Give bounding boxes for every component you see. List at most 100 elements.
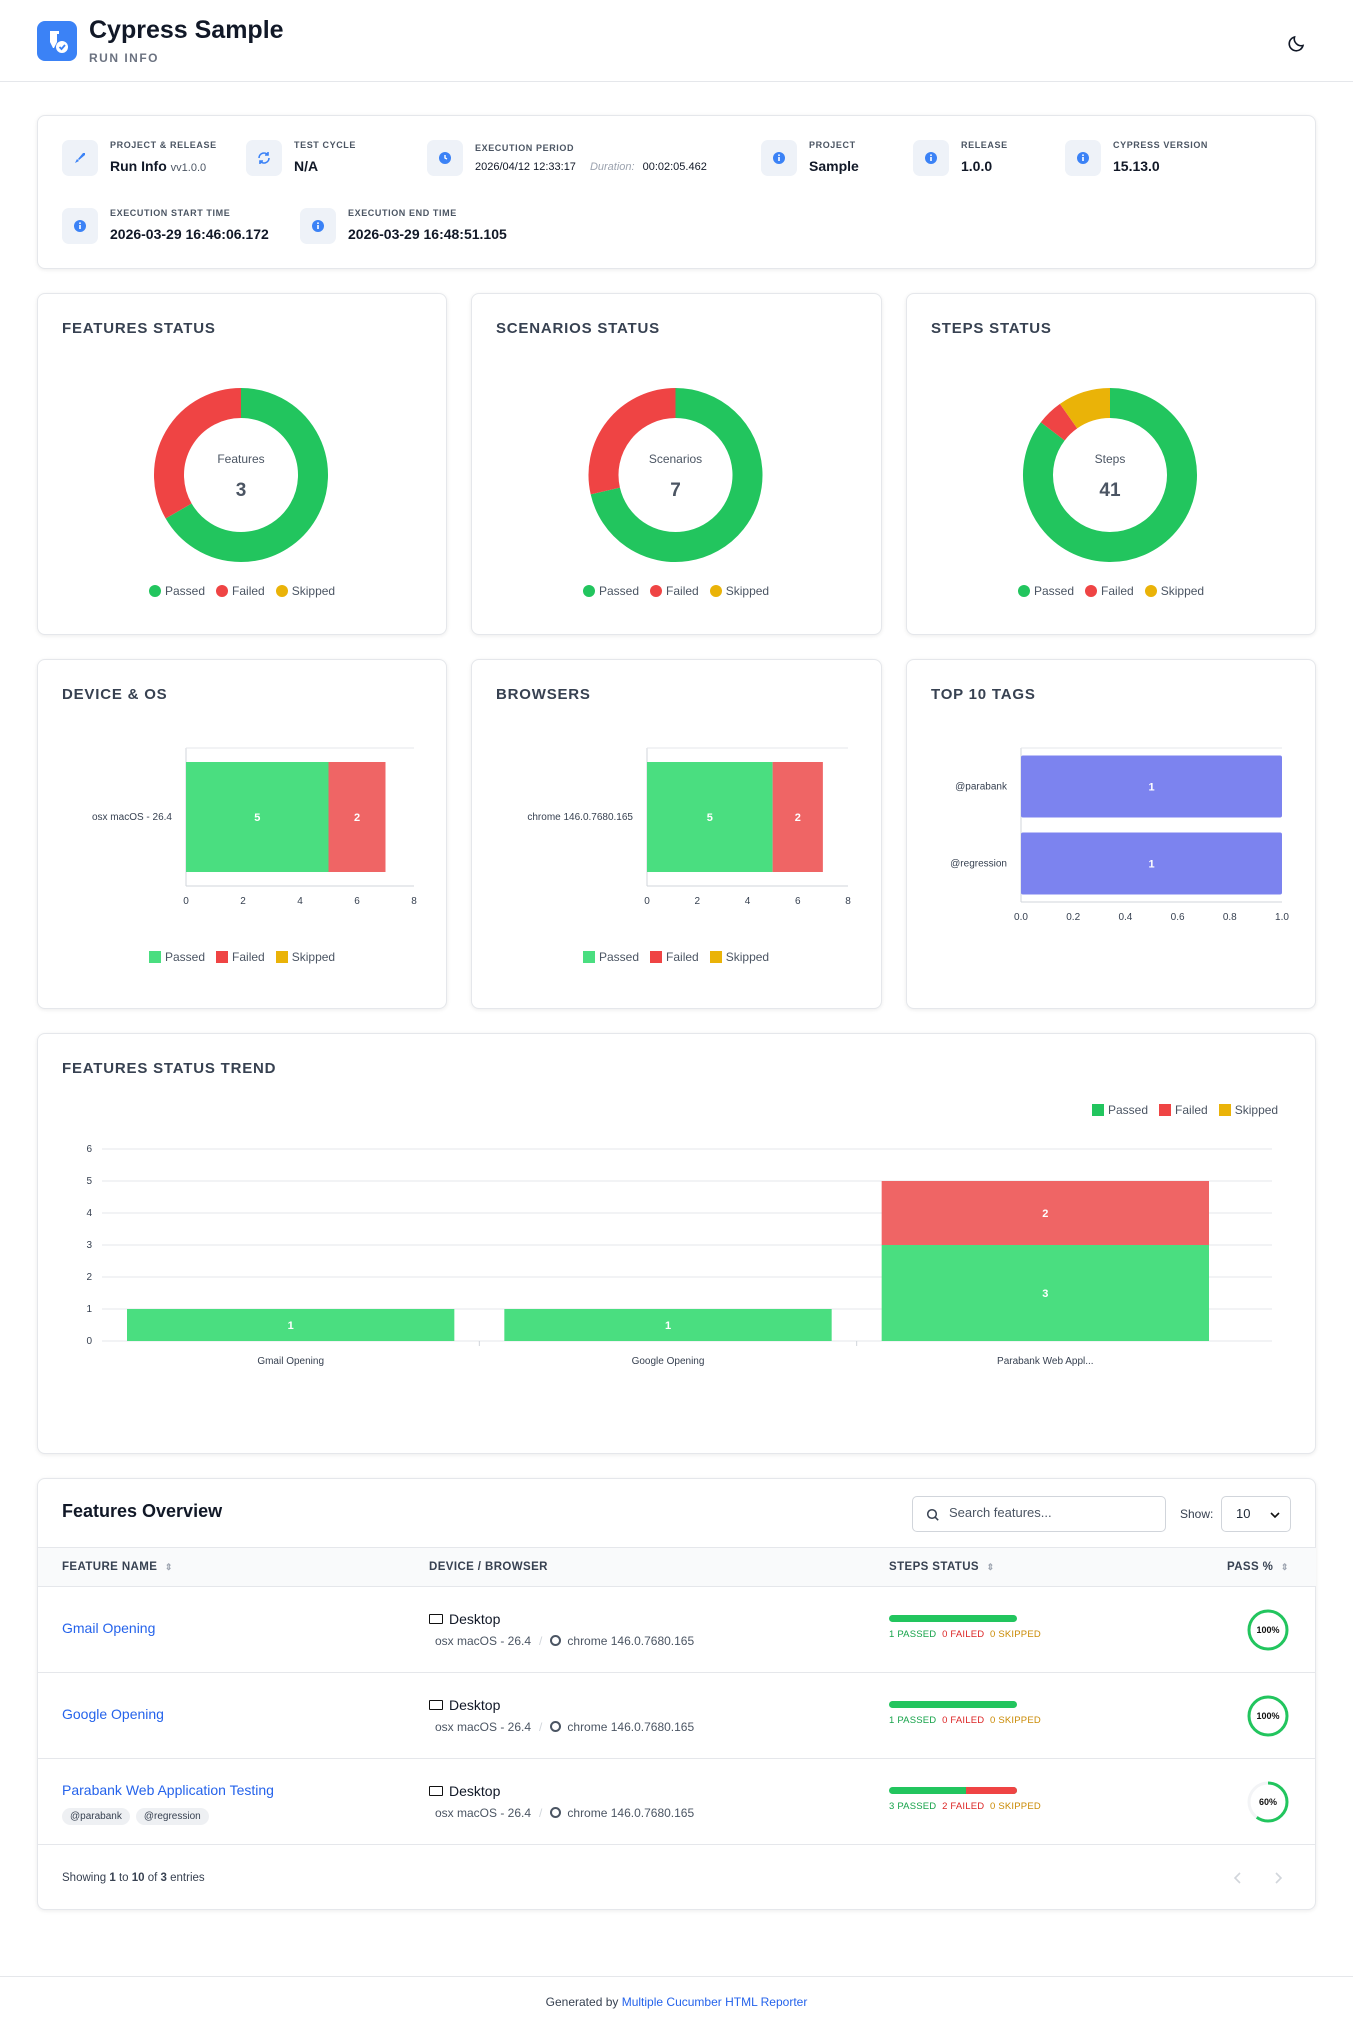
steps-status-card: STEPS STATUS Steps 41 Passed Failed Skipp…	[906, 293, 1316, 635]
pagination-text: Showing	[62, 1872, 107, 1884]
bar-value-label: 1	[288, 1320, 294, 1332]
steps-summary: 1 PASSED 0 FAILED 0 SKIPPED	[889, 1715, 1041, 1726]
run-info-card: PROJECT & RELEASE Run Info vv1.0.0 TEST …	[37, 115, 1316, 269]
features-trend-card: FEATURES STATUS TREND Passed Failed Skip…	[37, 1033, 1316, 1454]
passed-count: 1 PASSED	[889, 1629, 937, 1640]
x-tick-label: Gmail Opening	[257, 1356, 324, 1367]
pass-percent-ring: 60%	[1246, 1780, 1290, 1824]
bar-value-label: 1	[665, 1320, 671, 1332]
separator: /	[539, 1720, 543, 1734]
x-tick-label: 0.0	[1014, 912, 1028, 923]
feature-link[interactable]: Google Opening	[62, 1706, 164, 1722]
col-pass-pct[interactable]: PASS % ⇕	[1227, 1561, 1289, 1573]
chevron-left-icon	[1233, 1872, 1241, 1884]
search-icon	[926, 1508, 939, 1521]
ring-progress	[1247, 1609, 1289, 1651]
bar-failed	[328, 762, 386, 872]
chart-title: FEATURES STATUS	[62, 320, 216, 337]
col-feature-name[interactable]: FEATURE NAME ⇕	[62, 1561, 173, 1573]
browser-label: chrome 146.0.7680.165	[567, 1806, 695, 1820]
steps-progress-bar	[889, 1701, 1017, 1708]
feature-link[interactable]: Gmail Opening	[62, 1620, 156, 1636]
chart-title: STEPS STATUS	[931, 320, 1052, 337]
donut-slice-failed	[1040, 403, 1078, 441]
donut-center-total: 7	[670, 480, 681, 501]
table-header: FEATURE NAME ⇕ DEVICE / BROWSER STEPS ST…	[38, 1547, 1316, 1587]
tag-badge[interactable]: @parabank	[62, 1808, 130, 1825]
sort-icon: ⇕	[1280, 1562, 1289, 1572]
bar-value-label: 2	[354, 812, 360, 824]
y-tick-label: 1	[86, 1304, 92, 1315]
legend-label: Failed	[1175, 1103, 1208, 1117]
clock-icon	[427, 140, 463, 176]
info-label: RELEASE	[961, 140, 1008, 150]
info-test-cycle: TEST CYCLE N/A	[246, 138, 376, 182]
x-tick-label: 1.0	[1275, 912, 1289, 923]
legend-label: Failed	[1101, 584, 1134, 598]
feature-link[interactable]: Parabank Web Application Testing	[62, 1782, 274, 1798]
steps-summary: 3 PASSED 2 FAILED 0 SKIPPED	[889, 1801, 1041, 1812]
page-footer: Generated by Multiple Cucumber HTML Repo…	[0, 1976, 1353, 2025]
chart-legend: Passed Failed Skipped	[149, 584, 335, 598]
desktop-icon	[429, 1700, 443, 1710]
bar-value-label: 2	[1042, 1208, 1048, 1220]
legend-label: Passed	[1108, 1103, 1149, 1117]
info-value: Sample	[809, 158, 859, 174]
bar-failed	[772, 762, 823, 872]
bar-failed	[881, 1181, 1209, 1245]
chart-legend: Passed Failed Skipped	[583, 584, 769, 598]
x-tick-label: 0	[183, 896, 189, 907]
pass-percent-ring: 100%	[1246, 1694, 1290, 1738]
steps-progress-bar	[889, 1615, 1017, 1622]
feature-tags: @parabank @regression	[62, 1806, 215, 1825]
next-page-button[interactable]	[1266, 1866, 1290, 1890]
legend-passed: Passed	[583, 950, 639, 964]
donut-slice-passed	[590, 388, 763, 562]
y-tick-label: @parabank	[955, 782, 1008, 793]
col-steps-status[interactable]: STEPS STATUS ⇕	[889, 1561, 995, 1573]
os-label: osx macOS - 26.4	[435, 1806, 532, 1820]
prev-page-button[interactable]	[1226, 1866, 1250, 1890]
legend-passed: Passed	[1092, 1103, 1148, 1117]
search-box[interactable]	[912, 1496, 1166, 1532]
bar-passed	[127, 1309, 455, 1341]
donut-center-total: 41	[1099, 480, 1121, 501]
steps-progress-bar	[889, 1787, 1017, 1794]
donut-slice-skipped	[1059, 388, 1111, 429]
search-input[interactable]	[949, 1505, 1149, 1520]
x-tick-label: 8	[845, 896, 851, 907]
chart-legend: Passed Failed Skipped	[149, 950, 335, 964]
legend-label: Skipped	[1160, 584, 1205, 598]
table-row: Gmail Opening Desktop osx macOS - 26.4 / c…	[38, 1587, 1316, 1673]
reporter-link[interactable]: Multiple Cucumber HTML Reporter	[621, 1995, 808, 2009]
scenarios-donut-chart: Scenarios 7	[588, 388, 763, 562]
pass-percent-ring: 100%	[1246, 1608, 1290, 1652]
legend-label: Passed	[165, 584, 206, 598]
legend-label: Passed	[165, 950, 206, 964]
legend-skipped: Skipped	[1218, 1103, 1278, 1117]
donut-slice-passed	[1023, 388, 1197, 562]
donut-center-label: Steps	[1095, 452, 1126, 466]
bar-passed	[881, 1245, 1209, 1341]
info-release: RELEASE 1.0.0	[913, 138, 1053, 182]
chrome-icon	[550, 1635, 562, 1646]
dark-mode-toggle-icon[interactable]	[1286, 29, 1312, 55]
device-os-browser: osx macOS - 26.4 / chrome 146.0.7680.165	[429, 1806, 694, 1820]
x-tick-label: 8	[411, 896, 417, 907]
chevron-right-icon	[1275, 1872, 1283, 1884]
x-tick-label: Parabank Web Appl...	[997, 1356, 1094, 1367]
bar-passed	[186, 762, 329, 872]
legend-failed: Failed	[1085, 584, 1134, 598]
tag-badge[interactable]: @regression	[135, 1808, 209, 1825]
device-label: Desktop	[449, 1697, 501, 1713]
info-icon	[300, 208, 336, 244]
legend-passed: Passed	[149, 950, 205, 964]
donut-center-label: Features	[217, 452, 264, 466]
sort-icon: ⇕	[164, 1562, 173, 1572]
legend-failed: Failed	[650, 584, 699, 598]
page-size-value: 10	[1236, 1506, 1251, 1521]
x-tick-label: Google Opening	[632, 1356, 705, 1367]
info-icon	[62, 208, 98, 244]
page-size-select[interactable]: 10	[1221, 1496, 1291, 1532]
legend-label: Failed	[232, 584, 265, 598]
